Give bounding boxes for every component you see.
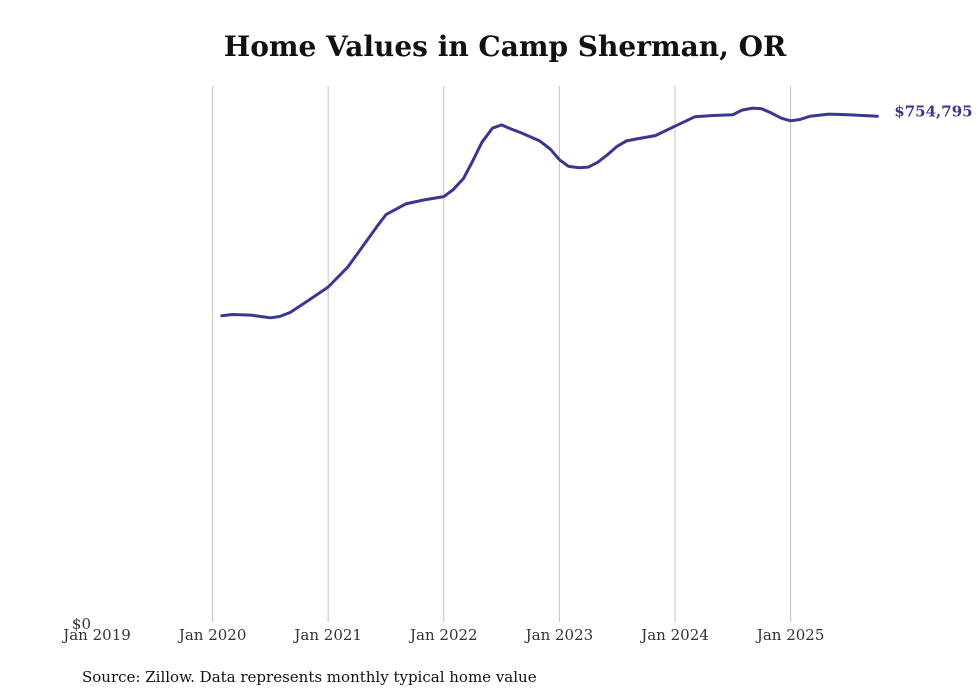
y-tick-label: $0	[72, 615, 91, 633]
gridlines	[212, 86, 792, 622]
x-tick-label: Jan 2019	[61, 626, 131, 644]
x-tick-label: Jan 2023	[524, 626, 594, 644]
x-tick-label: Jan 2025	[755, 626, 825, 644]
source-note: Source: Zillow. Data represents monthly …	[82, 668, 537, 686]
x-tick-label: Jan 2020	[177, 626, 247, 644]
series-line	[220, 106, 879, 320]
x-axis-ticks: Jan 2019 Jan 2020 Jan 2021 Jan 2022 Jan 2023…	[61, 626, 824, 644]
x-tick-label: Jan 2022	[408, 626, 478, 644]
chart-title: Home Values in Camp Sherman, OR	[223, 30, 787, 63]
end-value-label: $754,795	[894, 102, 972, 120]
x-tick-label: Jan 2024	[639, 626, 709, 644]
x-tick-label: Jan 2021	[292, 626, 362, 644]
